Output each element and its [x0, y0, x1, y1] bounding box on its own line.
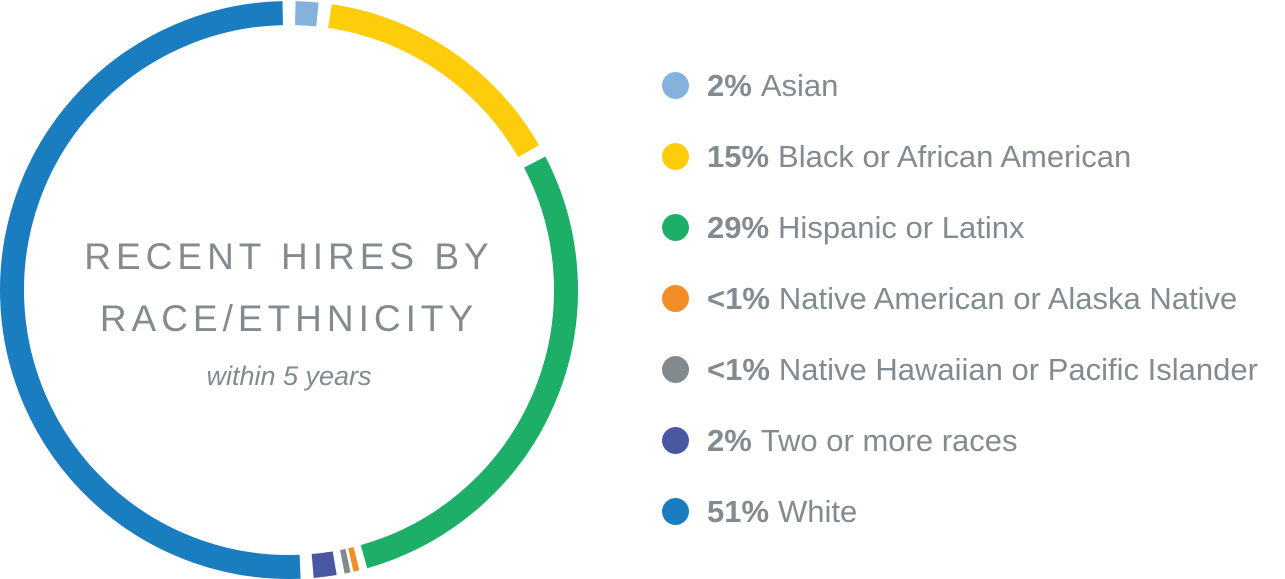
legend-item-black: 15% Black or African American: [662, 121, 1258, 192]
donut-chart: [0, 1, 578, 579]
legend-item-two-or-more: 2% Two or more races: [662, 405, 1258, 476]
legend-dot-icon: [662, 427, 689, 454]
donut-segment-white: [0, 1, 301, 579]
legend-percent: 15%: [707, 138, 770, 174]
legend-dot-icon: [662, 356, 689, 383]
legend-label: Native American or Alaska Native: [778, 280, 1238, 316]
legend-label: Black or African American: [778, 138, 1132, 174]
donut-segment-native-hawaiian-or-pacific-islander: [339, 548, 351, 574]
legend-item-asian: 2% Asian: [662, 50, 1258, 121]
legend: 2% Asian 15% Black or African American 2…: [662, 50, 1258, 547]
legend-dot-icon: [662, 498, 689, 525]
legend-label: Two or more races: [760, 422, 1018, 458]
legend-dot-icon: [662, 214, 689, 241]
legend-item-white: 51% White: [662, 476, 1258, 547]
chart-title-line-1: RECENT HIRES BY: [84, 236, 494, 277]
legend-dot-icon: [662, 72, 689, 99]
legend-dot-icon: [662, 143, 689, 170]
donut-segment-hispanic-or-latinx: [360, 156, 578, 569]
donut-segment-native-american-or-alaska-native: [348, 547, 360, 572]
legend-label: Asian: [760, 67, 839, 103]
legend-percent: 2%: [707, 422, 752, 458]
legend-percent: 51%: [707, 493, 770, 529]
chart-title-line-2: RACE/ETHNICITY: [99, 298, 479, 339]
legend-percent: 29%: [707, 209, 770, 245]
donut-segment-two-or-more-races: [311, 551, 337, 578]
legend-dot-icon: [662, 285, 689, 312]
legend-item-native-american: <1% Native American or Alaska Native: [662, 263, 1258, 334]
legend-percent: 2%: [707, 67, 752, 103]
legend-item-pacific-islander: <1% Native Hawaiian or Pacific Islander: [662, 334, 1258, 405]
legend-item-hispanic: 29% Hispanic or Latinx: [662, 192, 1258, 263]
legend-percent: <1%: [707, 351, 770, 387]
donut-segment-asian: [294, 1, 319, 27]
legend-label: Hispanic or Latinx: [778, 209, 1025, 245]
legend-label: Native Hawaiian or Pacific Islander: [778, 351, 1258, 387]
legend-label: White: [778, 493, 858, 529]
donut-segment-black-or-african-american: [328, 4, 540, 158]
chart-subtitle: within 5 years: [206, 361, 372, 391]
legend-percent: <1%: [707, 280, 770, 316]
